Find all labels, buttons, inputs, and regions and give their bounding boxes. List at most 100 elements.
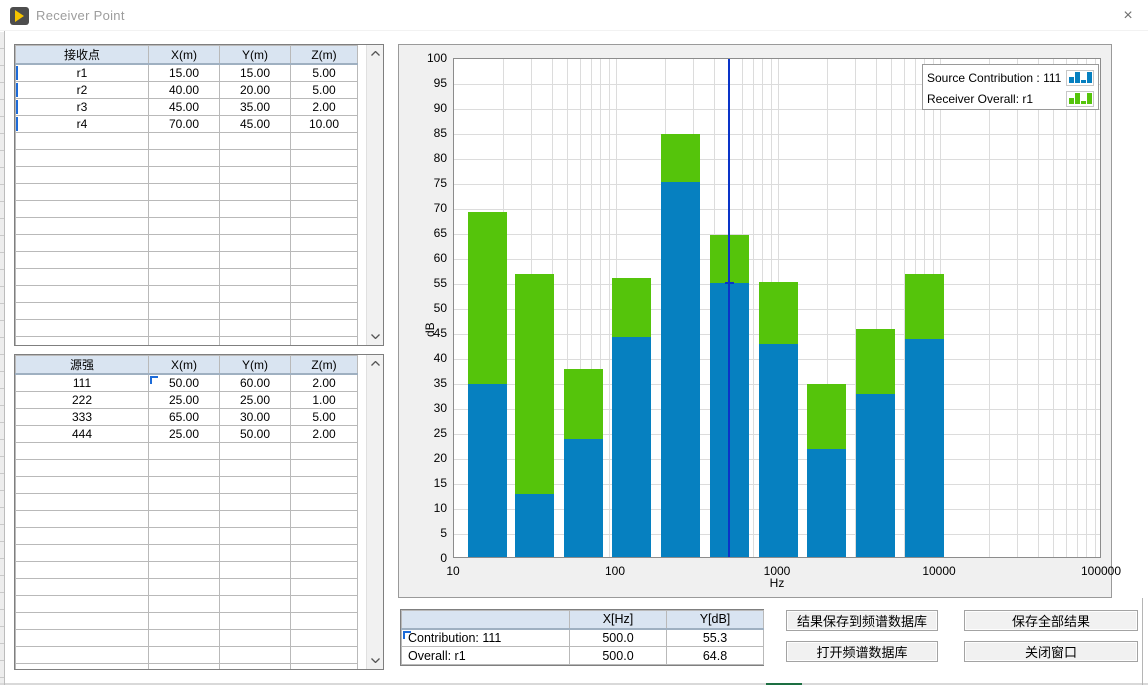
empty-cell[interactable] <box>149 595 220 612</box>
contribution-bar[interactable] <box>759 344 798 558</box>
table-cell[interactable]: 20.00 <box>220 81 291 98</box>
empty-cell[interactable] <box>220 200 291 217</box>
empty-cell[interactable] <box>220 476 291 493</box>
table-cell[interactable]: 35.00 <box>220 98 291 115</box>
empty-cell[interactable] <box>149 183 220 200</box>
empty-cell[interactable] <box>291 234 358 251</box>
empty-cell[interactable] <box>291 200 358 217</box>
empty-cell[interactable] <box>291 459 358 476</box>
table-cell[interactable]: 50.00 <box>149 374 220 391</box>
receiver-table-scrollbar[interactable] <box>366 45 383 345</box>
empty-cell[interactable] <box>291 510 358 527</box>
empty-table-row[interactable] <box>16 302 358 319</box>
empty-cell[interactable] <box>149 612 220 629</box>
table-cell[interactable]: 30.00 <box>220 408 291 425</box>
table-cell[interactable]: 5.00 <box>291 81 358 98</box>
cursor-line[interactable] <box>728 59 730 557</box>
table-cell[interactable]: 15.00 <box>220 64 291 81</box>
table-cell[interactable]: 70.00 <box>149 115 220 132</box>
contribution-bar[interactable] <box>661 182 700 559</box>
empty-table-row[interactable] <box>16 476 358 493</box>
empty-cell[interactable] <box>220 612 291 629</box>
open-spectrum-db-button[interactable]: 打开频谱数据库 <box>786 641 938 662</box>
empty-cell[interactable] <box>149 268 220 285</box>
empty-cell[interactable] <box>291 646 358 663</box>
empty-cell[interactable] <box>291 527 358 544</box>
empty-cell[interactable] <box>291 183 358 200</box>
result-row[interactable]: Contribution: 111500.055.3 <box>402 629 764 647</box>
cursor-center-icon[interactable] <box>725 282 734 284</box>
empty-cell[interactable] <box>149 493 220 510</box>
result-cell[interactable]: 500.0 <box>570 629 667 647</box>
empty-cell[interactable] <box>16 663 149 670</box>
empty-cell[interactable] <box>149 646 220 663</box>
table-cell[interactable]: r2 <box>16 81 149 98</box>
empty-cell[interactable] <box>149 132 220 149</box>
empty-cell[interactable] <box>149 510 220 527</box>
empty-table-row[interactable] <box>16 629 358 646</box>
empty-table-row[interactable] <box>16 578 358 595</box>
empty-cell[interactable] <box>149 149 220 166</box>
empty-table-row[interactable] <box>16 493 358 510</box>
empty-cell[interactable] <box>220 595 291 612</box>
empty-table-row[interactable] <box>16 459 358 476</box>
empty-cell[interactable] <box>291 285 358 302</box>
empty-cell[interactable] <box>291 302 358 319</box>
table-cell[interactable]: 333 <box>16 408 149 425</box>
table-cell[interactable]: 444 <box>16 425 149 442</box>
empty-cell[interactable] <box>16 166 149 183</box>
empty-cell[interactable] <box>16 510 149 527</box>
empty-cell[interactable] <box>16 336 149 346</box>
table-row[interactable]: 11150.0060.002.00 <box>16 374 358 391</box>
empty-cell[interactable] <box>149 166 220 183</box>
table-cell[interactable]: 15.00 <box>149 64 220 81</box>
empty-cell[interactable] <box>291 336 358 346</box>
empty-cell[interactable] <box>149 200 220 217</box>
empty-cell[interactable] <box>291 612 358 629</box>
receiver-point-table[interactable]: 接收点X(m)Y(m)Z(m)r115.0015.005.00r240.0020… <box>15 45 358 346</box>
empty-cell[interactable] <box>16 234 149 251</box>
plot-area[interactable] <box>453 58 1101 558</box>
empty-cell[interactable] <box>16 149 149 166</box>
empty-table-row[interactable] <box>16 200 358 217</box>
result-cell[interactable]: 55.3 <box>667 629 764 647</box>
table-cell[interactable]: 40.00 <box>149 81 220 98</box>
empty-cell[interactable] <box>149 561 220 578</box>
result-cell[interactable]: Contribution: 111 <box>402 629 570 647</box>
table-cell[interactable]: 10.00 <box>291 115 358 132</box>
table-row[interactable]: 33365.0030.005.00 <box>16 408 358 425</box>
empty-cell[interactable] <box>220 132 291 149</box>
table-row[interactable]: r115.0015.005.00 <box>16 64 358 81</box>
empty-table-row[interactable] <box>16 149 358 166</box>
empty-cell[interactable] <box>291 442 358 459</box>
source-table-scrollbar[interactable] <box>366 355 383 669</box>
empty-cell[interactable] <box>291 251 358 268</box>
scroll-down-icon[interactable] <box>367 652 384 669</box>
contribution-bar[interactable] <box>515 494 554 558</box>
empty-table-row[interactable] <box>16 132 358 149</box>
empty-cell[interactable] <box>149 578 220 595</box>
empty-table-row[interactable] <box>16 663 358 670</box>
empty-cell[interactable] <box>16 595 149 612</box>
empty-cell[interactable] <box>149 663 220 670</box>
empty-table-row[interactable] <box>16 595 358 612</box>
table-cell[interactable]: 45.00 <box>149 98 220 115</box>
result-cell[interactable]: 500.0 <box>570 647 667 665</box>
empty-table-row[interactable] <box>16 442 358 459</box>
empty-cell[interactable] <box>149 476 220 493</box>
empty-cell[interactable] <box>16 578 149 595</box>
empty-cell[interactable] <box>291 476 358 493</box>
contribution-bar[interactable] <box>564 439 603 558</box>
empty-cell[interactable] <box>16 459 149 476</box>
scroll-up-icon[interactable] <box>367 355 384 372</box>
table-cell[interactable]: 111 <box>16 374 149 391</box>
table-cell[interactable]: r4 <box>16 115 149 132</box>
empty-cell[interactable] <box>16 217 149 234</box>
empty-table-row[interactable] <box>16 544 358 561</box>
close-icon[interactable]: × <box>1114 4 1142 28</box>
empty-cell[interactable] <box>16 132 149 149</box>
empty-cell[interactable] <box>16 200 149 217</box>
empty-table-row[interactable] <box>16 268 358 285</box>
empty-cell[interactable] <box>149 544 220 561</box>
empty-cell[interactable] <box>220 149 291 166</box>
